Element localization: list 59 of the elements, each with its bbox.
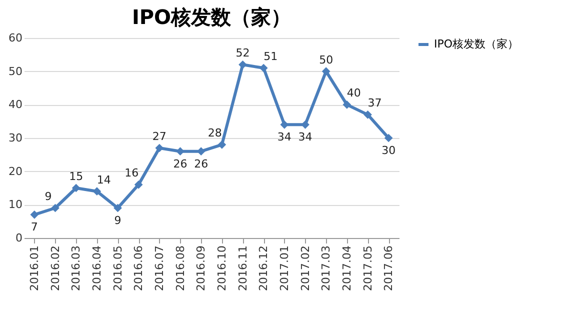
data-label: 9 (114, 214, 122, 227)
data-label: 51 (264, 50, 278, 63)
x-tick-label: 2016.11 (236, 246, 250, 291)
data-label: 28 (208, 126, 222, 140)
legend-label: IPO核发数（家） (434, 38, 519, 50)
x-tick-label: 2017.04 (340, 246, 354, 291)
data-label: 27 (152, 130, 166, 143)
y-tick-label: 30 (8, 132, 22, 144)
x-tick-label: 2016.03 (70, 246, 83, 291)
x-tick-label: 2016.08 (174, 246, 187, 291)
point (134, 180, 143, 189)
y-tick-label: 60 (8, 32, 22, 44)
x-tick-label: 2016.12 (257, 246, 270, 291)
data-label: 52 (236, 46, 250, 60)
point (238, 60, 247, 69)
x-tick-label: 2017.03 (320, 246, 333, 291)
point (384, 134, 393, 142)
y-tick-label: 50 (8, 64, 22, 78)
x-tick-label: 2017.01 (278, 246, 291, 291)
y-tick-label: 0 (16, 232, 22, 244)
chart-title: IPO核发数（家） (132, 5, 292, 29)
point (72, 184, 80, 192)
y-tick-label: 10 (8, 198, 22, 212)
x-tick-label: 2017.06 (382, 246, 396, 291)
data-label: 40 (346, 86, 361, 100)
data-label: 50 (319, 53, 334, 66)
x-tick-label: 2016.02 (48, 246, 62, 291)
point (342, 100, 352, 109)
x-tick-label: 2017.02 (298, 246, 312, 291)
x-tick-label: 2016.06 (132, 246, 146, 291)
data-label: 15 (69, 170, 84, 183)
data-label: 16 (124, 166, 139, 180)
data-label: 26 (194, 157, 208, 170)
point (218, 140, 226, 149)
data-label: 30 (382, 144, 396, 157)
point (51, 204, 60, 212)
point (322, 67, 330, 76)
x-tick-label: 2016.05 (111, 246, 124, 291)
point (30, 210, 39, 219)
y-tick-label: 40 (8, 98, 22, 112)
data-label: 34 (298, 130, 312, 144)
data-label: 37 (368, 96, 382, 110)
x-tick-label: 2016.09 (194, 246, 208, 291)
data-label: 7 (30, 220, 38, 234)
data-label: 14 (96, 173, 111, 186)
data-label: 9 (44, 190, 52, 203)
point (114, 204, 122, 212)
data-label: 34 (277, 130, 292, 144)
data-label: 26 (173, 157, 188, 170)
point (301, 120, 310, 129)
point (92, 187, 102, 196)
x-tick-label: 2017.05 (361, 246, 374, 291)
y-tick-label: 20 (8, 164, 22, 178)
x-tick-label: 2016.01 (28, 246, 41, 291)
x-tick-label: 2016.04 (90, 246, 104, 291)
point (176, 147, 184, 156)
x-tick-label: 2016.10 (215, 246, 228, 291)
point (364, 110, 372, 119)
x-tick-label: 2016.07 (152, 246, 166, 291)
